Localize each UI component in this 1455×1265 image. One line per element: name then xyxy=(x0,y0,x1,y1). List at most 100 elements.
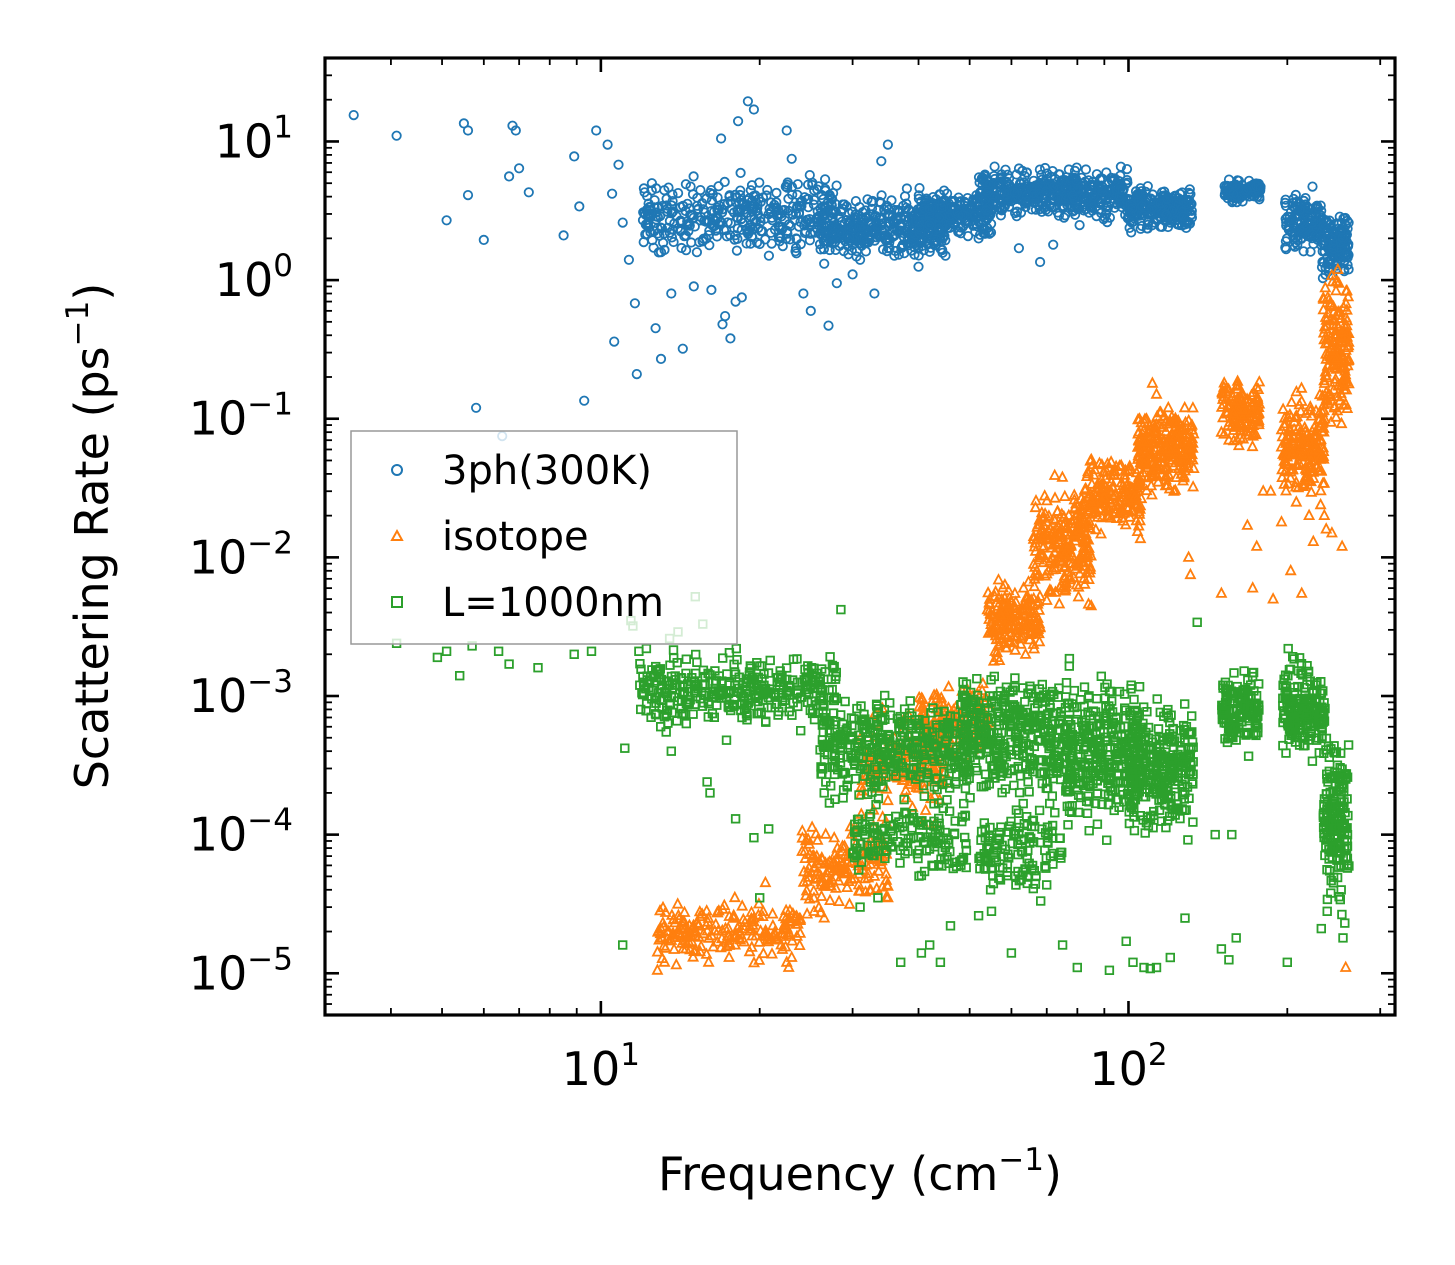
circle-point xyxy=(667,196,678,207)
circle-point xyxy=(787,201,799,212)
triangle-point xyxy=(766,918,779,931)
circle-point xyxy=(1335,237,1346,248)
triangle-point xyxy=(982,585,995,598)
circle-point xyxy=(876,156,887,167)
circle-point xyxy=(640,229,651,240)
circle-point xyxy=(827,188,839,199)
triangle-point xyxy=(728,890,741,903)
circle-point xyxy=(510,125,521,136)
circle-point xyxy=(805,305,816,316)
circle-point xyxy=(1057,175,1068,186)
circle-point xyxy=(763,250,775,261)
circle-point xyxy=(1183,194,1194,205)
triangle-point xyxy=(1072,590,1085,602)
circle-point xyxy=(1136,201,1147,212)
circle-point xyxy=(847,269,858,280)
circle-point xyxy=(716,207,728,218)
circle-point xyxy=(688,281,699,292)
circle-point xyxy=(872,222,884,233)
triangle-point xyxy=(1250,539,1263,551)
triangle-point xyxy=(881,793,894,806)
circle-point xyxy=(1093,197,1104,208)
circle-point xyxy=(861,211,872,223)
circle-point xyxy=(1079,192,1090,203)
square-point xyxy=(765,655,775,666)
circle-point xyxy=(1101,167,1112,178)
circle-point xyxy=(1074,220,1085,231)
circle-point xyxy=(985,218,997,229)
circle-point xyxy=(706,284,717,295)
circle-point xyxy=(719,310,731,322)
circle-point xyxy=(1294,223,1305,234)
triangle-point xyxy=(1290,495,1303,507)
circle-point xyxy=(1224,185,1236,196)
circle-point xyxy=(1135,223,1146,234)
circle-point xyxy=(1322,226,1334,237)
circle-point xyxy=(1080,164,1092,175)
circle-point xyxy=(886,195,897,206)
circle-point xyxy=(841,201,852,212)
circle-point xyxy=(807,177,818,188)
circle-point xyxy=(1071,162,1082,173)
circle-point xyxy=(748,201,759,212)
circle-point xyxy=(980,189,991,200)
circle-point xyxy=(656,223,668,234)
circle-point xyxy=(881,200,893,211)
circle-point xyxy=(1074,203,1085,214)
circle-point xyxy=(754,177,765,188)
triangle-point xyxy=(1162,400,1175,413)
triangle-point xyxy=(1275,515,1288,527)
triangle-point xyxy=(1267,592,1280,604)
circle-point xyxy=(715,133,727,144)
circle-point xyxy=(1298,246,1309,257)
circle-point xyxy=(1126,217,1137,228)
triangle-point xyxy=(1182,550,1195,562)
circle-point xyxy=(623,254,635,265)
circle-point xyxy=(708,213,719,224)
triangle-point xyxy=(801,907,814,919)
circle-point xyxy=(1039,202,1050,213)
circle-point xyxy=(751,237,763,248)
circle-point xyxy=(736,292,747,303)
triangle-point xyxy=(992,573,1005,585)
circle-point xyxy=(1028,188,1040,199)
circle-point xyxy=(857,234,868,245)
triangle-point xyxy=(1053,597,1066,609)
circle-point xyxy=(796,195,808,206)
circle-point xyxy=(882,139,894,150)
circle-point xyxy=(1307,229,1318,240)
circle-point xyxy=(979,170,990,182)
circle-point xyxy=(657,237,669,248)
circle-point xyxy=(1162,221,1174,233)
circle-point xyxy=(1078,185,1089,196)
circle-point xyxy=(816,224,827,235)
circle-point xyxy=(913,261,924,272)
circle-point xyxy=(726,204,738,215)
circle-point xyxy=(774,222,785,233)
circle-point xyxy=(1186,205,1197,216)
circle-point xyxy=(1307,181,1318,192)
circle-point xyxy=(1322,231,1333,242)
square-point xyxy=(960,783,971,794)
circle-point xyxy=(745,238,756,249)
circle-point xyxy=(748,104,760,115)
circle-point xyxy=(757,225,768,237)
square-point xyxy=(825,652,835,662)
circle-point xyxy=(639,187,650,198)
triangle-point xyxy=(1246,581,1259,593)
circle-point xyxy=(782,182,793,193)
circle-point xyxy=(876,190,887,201)
triangle-point xyxy=(1019,647,1032,659)
triangle-point xyxy=(1049,491,1061,503)
circle-point xyxy=(1035,256,1046,268)
triangle-point xyxy=(1056,470,1069,482)
circle-point xyxy=(887,225,899,236)
circle-point xyxy=(602,139,613,150)
square-point xyxy=(688,709,698,719)
circle-point xyxy=(684,203,695,214)
circle-point xyxy=(1124,222,1135,233)
square-point xyxy=(692,657,702,667)
circle-point xyxy=(1140,186,1151,197)
circle-point xyxy=(1126,227,1137,238)
circle-point xyxy=(869,288,880,299)
